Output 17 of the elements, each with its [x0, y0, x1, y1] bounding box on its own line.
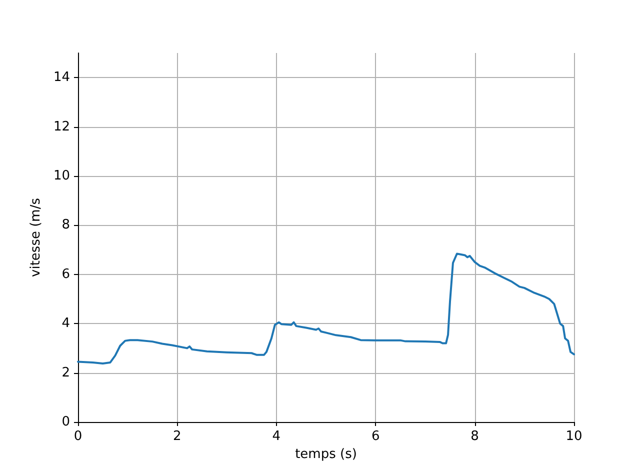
x-tick-label: 0 — [74, 429, 82, 444]
y-tick-label: 8 — [62, 218, 70, 233]
x-tick-label: 2 — [173, 429, 182, 444]
y-tick-label: 12 — [53, 119, 70, 134]
x-tick-label: 10 — [566, 429, 582, 444]
x-axis-title: temps (s) — [295, 447, 357, 462]
y-tick-label: 6 — [62, 266, 70, 282]
y-axis-title: vitesse (m/s — [28, 198, 44, 277]
line-series — [77, 252, 575, 364]
x-tick-label: 8 — [470, 429, 479, 444]
y-tick-label: 0 — [62, 414, 70, 430]
y-tick-label: 4 — [62, 316, 70, 332]
x-tick-label: 6 — [371, 429, 380, 444]
x-tick-label: 4 — [272, 429, 281, 444]
y-tick-label: 2 — [62, 365, 70, 380]
y-tick-label: 10 — [53, 168, 70, 184]
y-tick-label: 14 — [53, 70, 70, 86]
